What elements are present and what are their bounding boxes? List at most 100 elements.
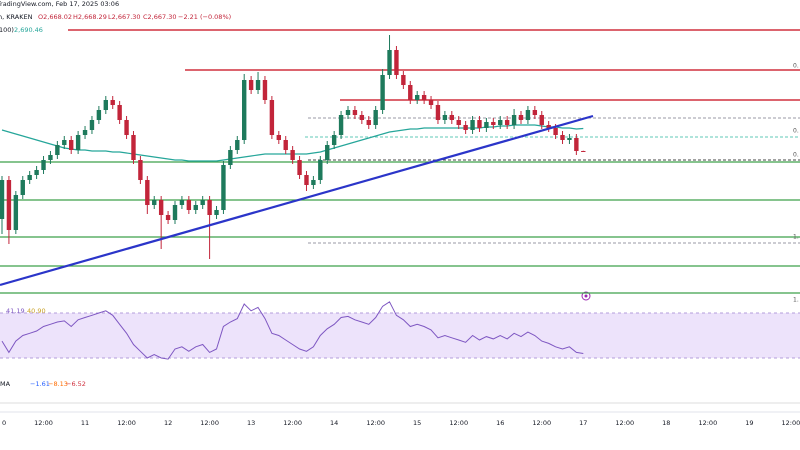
candle-body bbox=[89, 120, 95, 130]
candle-body bbox=[470, 120, 475, 130]
candle-body bbox=[574, 138, 579, 151]
x-tick-label: 18 bbox=[662, 419, 670, 427]
candle-body bbox=[152, 200, 157, 205]
x-tick-label: 12:00 bbox=[532, 419, 551, 427]
candle-body bbox=[34, 170, 39, 175]
candle-body bbox=[186, 200, 192, 210]
rsi-line bbox=[1, 301, 584, 360]
candle-body bbox=[48, 155, 53, 160]
candle-body bbox=[138, 160, 143, 180]
candle-body bbox=[318, 160, 323, 180]
candle-body bbox=[394, 50, 399, 75]
candle-body bbox=[269, 100, 275, 135]
trendline bbox=[0, 114, 594, 287]
candle-body bbox=[165, 215, 171, 220]
candle-body bbox=[546, 125, 551, 128]
rsi-ma-value: 40.90 bbox=[27, 307, 46, 315]
x-tick-label: 12:00 bbox=[200, 419, 219, 427]
candle-body bbox=[297, 160, 302, 175]
x-tick-label: 12 bbox=[164, 419, 172, 427]
candle-body bbox=[553, 128, 558, 135]
header-ohlc: C2,667.30 bbox=[143, 13, 176, 21]
rsi-value: 41.19 bbox=[6, 307, 25, 315]
header-ohlc: −2.21 (−0.08%) bbox=[178, 13, 231, 21]
candle-body bbox=[145, 180, 150, 205]
candle-body bbox=[235, 140, 240, 150]
candle-body bbox=[449, 115, 454, 120]
header-ohlc: L2,667.30 bbox=[108, 13, 141, 21]
candle-body bbox=[491, 122, 496, 125]
x-tick-label: 12:00 bbox=[34, 419, 53, 427]
candle-body bbox=[532, 110, 538, 115]
candle-body bbox=[525, 110, 531, 120]
candle-body bbox=[518, 115, 524, 120]
candle-body bbox=[442, 115, 448, 120]
candle-body bbox=[55, 145, 60, 155]
candle-body bbox=[463, 125, 468, 130]
header-symbol: h, KRAKEN bbox=[0, 13, 33, 21]
candle-body bbox=[110, 100, 115, 105]
candle-body bbox=[228, 150, 233, 165]
candle-body bbox=[158, 200, 164, 215]
candle-body bbox=[0, 180, 5, 219]
x-tick-label: 14 bbox=[330, 419, 338, 427]
candle-body bbox=[338, 115, 344, 135]
candle-body bbox=[75, 135, 81, 150]
candle-body bbox=[511, 115, 517, 125]
candle-body bbox=[117, 105, 122, 120]
candle-body bbox=[581, 150, 586, 152]
candle-body bbox=[498, 120, 503, 125]
candle-body bbox=[325, 145, 330, 160]
candle-body bbox=[131, 135, 136, 160]
x-tick-label: 11 bbox=[81, 419, 89, 427]
event-icon-dot bbox=[584, 294, 588, 298]
x-tick-label: 12:00 bbox=[615, 419, 634, 427]
candle-body bbox=[276, 135, 281, 140]
x-tick-label: 12:00 bbox=[283, 419, 302, 427]
macd-label: MA bbox=[0, 380, 11, 388]
sma-label: 100) bbox=[0, 26, 14, 34]
candle-body bbox=[69, 140, 74, 150]
candle-body bbox=[415, 95, 420, 100]
candle-body bbox=[366, 120, 371, 125]
fib-label: 0. bbox=[793, 152, 799, 159]
candle-body bbox=[207, 200, 212, 215]
x-tick-label: 13 bbox=[247, 419, 255, 427]
candle-body bbox=[560, 135, 565, 140]
x-tick-label: 15 bbox=[413, 419, 421, 427]
candle-body bbox=[214, 210, 219, 215]
candle-body bbox=[262, 80, 268, 100]
x-tick-label: 12:00 bbox=[117, 419, 136, 427]
candle-body bbox=[221, 165, 226, 210]
candle-body bbox=[200, 200, 205, 205]
candle-body bbox=[567, 138, 572, 140]
x-tick-label: 12:00 bbox=[782, 419, 800, 427]
header-title: TradingView.com, Feb 17, 2025 03:06 bbox=[0, 0, 119, 8]
fib-label: 1. bbox=[793, 297, 799, 304]
candle-body bbox=[27, 175, 32, 180]
candle-body bbox=[428, 100, 434, 105]
candle-body bbox=[13, 195, 19, 230]
candle-body bbox=[193, 205, 198, 210]
candle-body bbox=[456, 120, 461, 125]
candle-body bbox=[20, 180, 25, 195]
fib-label: 0. bbox=[793, 128, 799, 135]
x-tick-label: 12:00 bbox=[449, 419, 468, 427]
candle-body bbox=[248, 80, 254, 90]
header-ohlc: H2,668.29 bbox=[73, 13, 107, 21]
candle-body bbox=[82, 130, 88, 135]
candle-body bbox=[539, 115, 544, 125]
candle-body bbox=[331, 135, 337, 145]
x-tick-label: 17 bbox=[579, 419, 587, 427]
macd-label: −8.13 bbox=[48, 380, 68, 388]
candle-body bbox=[421, 95, 427, 100]
x-tick-label: 12:00 bbox=[698, 419, 717, 427]
candle-body bbox=[290, 150, 295, 160]
fib-label: 1. bbox=[793, 234, 799, 241]
candle-body bbox=[380, 75, 385, 110]
candle-body bbox=[103, 100, 108, 110]
candle-body bbox=[62, 140, 67, 145]
candle-body bbox=[435, 105, 441, 120]
